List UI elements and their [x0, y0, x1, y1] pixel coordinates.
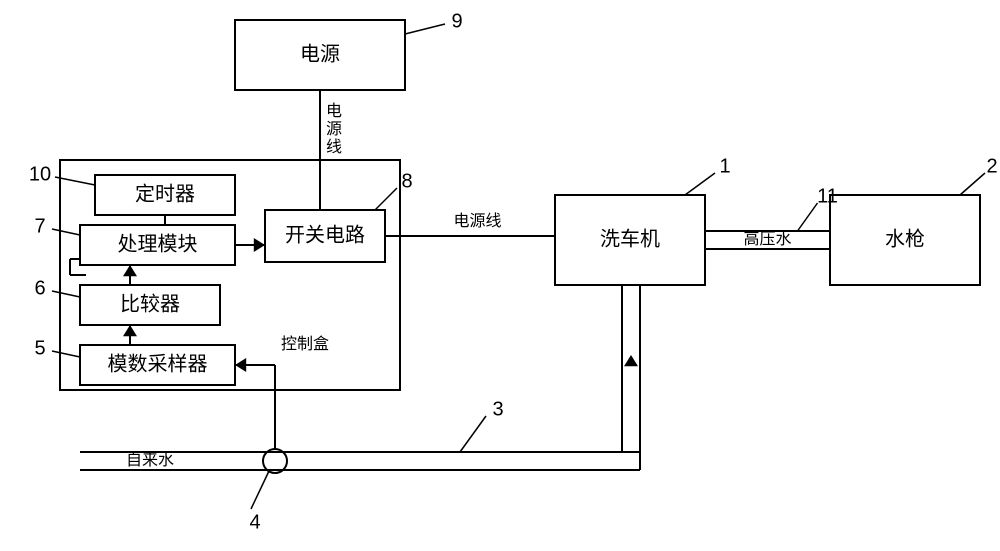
svg-text:10: 10 [29, 163, 51, 185]
svg-text:源: 源 [326, 120, 342, 138]
svg-text:2: 2 [986, 155, 997, 177]
svg-text:9: 9 [451, 10, 462, 32]
svg-text:高压水: 高压水 [743, 230, 791, 248]
svg-text:6: 6 [34, 277, 45, 299]
svg-text:5: 5 [34, 337, 45, 359]
svg-text:电源线: 电源线 [453, 212, 501, 230]
svg-text:1: 1 [719, 155, 730, 177]
svg-text:定时器: 定时器 [135, 182, 195, 205]
svg-text:控制盒: 控制盒 [281, 335, 329, 353]
svg-text:线: 线 [326, 138, 342, 156]
svg-text:8: 8 [401, 170, 412, 192]
svg-text:电源: 电源 [300, 42, 340, 65]
svg-text:自来水: 自来水 [126, 451, 174, 469]
svg-text:模数采样器: 模数采样器 [108, 352, 208, 375]
svg-text:洗车机: 洗车机 [600, 227, 660, 250]
svg-text:处理模块: 处理模块 [118, 232, 198, 255]
svg-text:电: 电 [326, 102, 342, 120]
svg-text:开关电路: 开关电路 [285, 223, 365, 246]
svg-text:7: 7 [34, 215, 45, 237]
svg-text:4: 4 [249, 511, 260, 533]
svg-text:比较器: 比较器 [120, 292, 180, 315]
svg-text:水枪: 水枪 [885, 227, 925, 250]
svg-text:11: 11 [817, 185, 838, 207]
svg-text:3: 3 [492, 398, 503, 420]
